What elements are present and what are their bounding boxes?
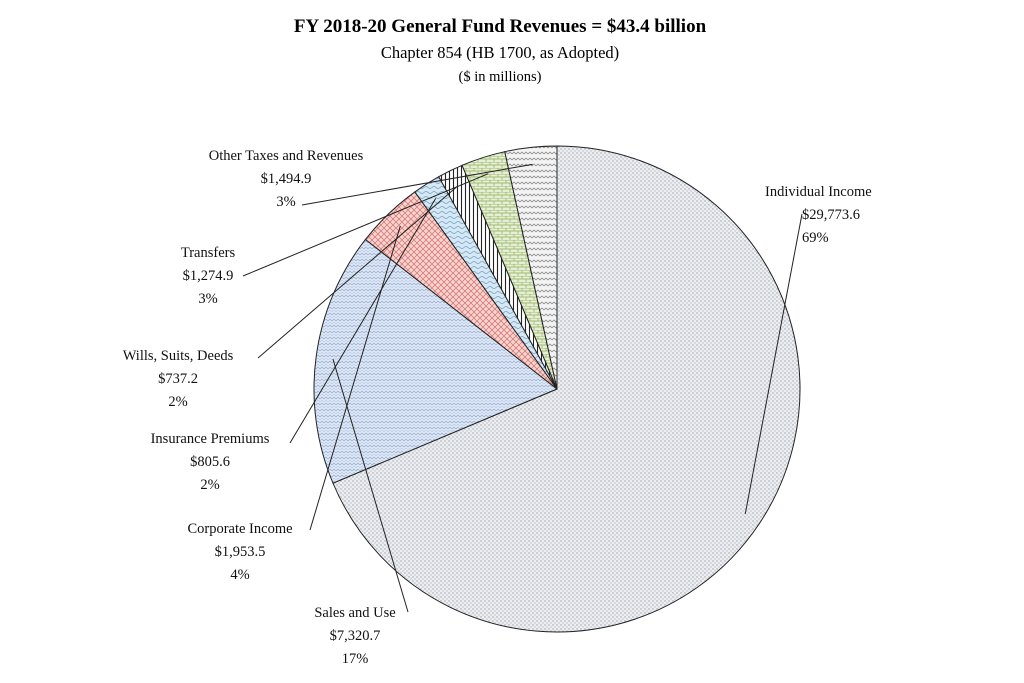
label-individual-income-name: Individual Income xyxy=(765,184,872,200)
label-insurance-premiums-pct: 2% xyxy=(200,477,219,493)
label-transfers-value: $1,274.9 xyxy=(183,268,234,284)
label-sales-and-use-name: Sales and Use xyxy=(314,605,395,621)
label-insurance-premiums-name: Insurance Premiums xyxy=(151,431,270,447)
leader-sales-and-use xyxy=(332,359,409,613)
label-transfers-name: Transfers xyxy=(181,245,236,261)
label-corporate-income-value: $1,953.5 xyxy=(215,544,266,560)
chart-subtitle: Chapter 854 (HB 1700, as Adopted) xyxy=(381,43,619,62)
label-corporate-income-pct: 4% xyxy=(230,567,249,583)
label-individual-income-value: $29,773.6 xyxy=(802,207,860,223)
label-other-taxes-and-revenues-pct: 3% xyxy=(276,194,295,210)
label-sales-and-use-value: $7,320.7 xyxy=(330,628,381,644)
label-wills-suits-deeds-name: Wills, Suits, Deeds xyxy=(123,348,234,364)
label-other-taxes-and-revenues-name: Other Taxes and Revenues xyxy=(209,148,364,164)
leader-wills-suits-deeds xyxy=(257,185,459,359)
slice-other-taxes-and-revenues xyxy=(504,145,558,390)
label-wills-suits-deeds-value: $737.2 xyxy=(158,371,198,387)
leader-lines xyxy=(242,163,803,613)
label-sales-and-use-pct: 17% xyxy=(342,651,369,667)
label-individual-income-pct: 69% xyxy=(802,230,829,246)
label-transfers-pct: 3% xyxy=(198,291,217,307)
leader-other-taxes-and-revenues xyxy=(301,163,533,206)
chart-units: ($ in millions) xyxy=(459,69,542,85)
label-wills-suits-deeds-pct: 2% xyxy=(168,394,187,410)
leader-corporate-income xyxy=(309,226,401,531)
leader-transfers xyxy=(242,173,489,277)
chart-title: FY 2018-20 General Fund Revenues = $43.4… xyxy=(294,16,707,37)
label-other-taxes-and-revenues-value: $1,494.9 xyxy=(261,171,312,187)
slice-individual-income xyxy=(332,145,801,633)
pie-slices xyxy=(313,145,801,633)
label-corporate-income-name: Corporate Income xyxy=(187,521,292,537)
leader-individual-income xyxy=(744,213,803,515)
label-insurance-premiums-value: $805.6 xyxy=(190,454,230,470)
slice-labels: Individual Income $29,773.6 69% Sales and U… xyxy=(123,148,872,667)
leader-insurance-premiums xyxy=(289,198,437,444)
